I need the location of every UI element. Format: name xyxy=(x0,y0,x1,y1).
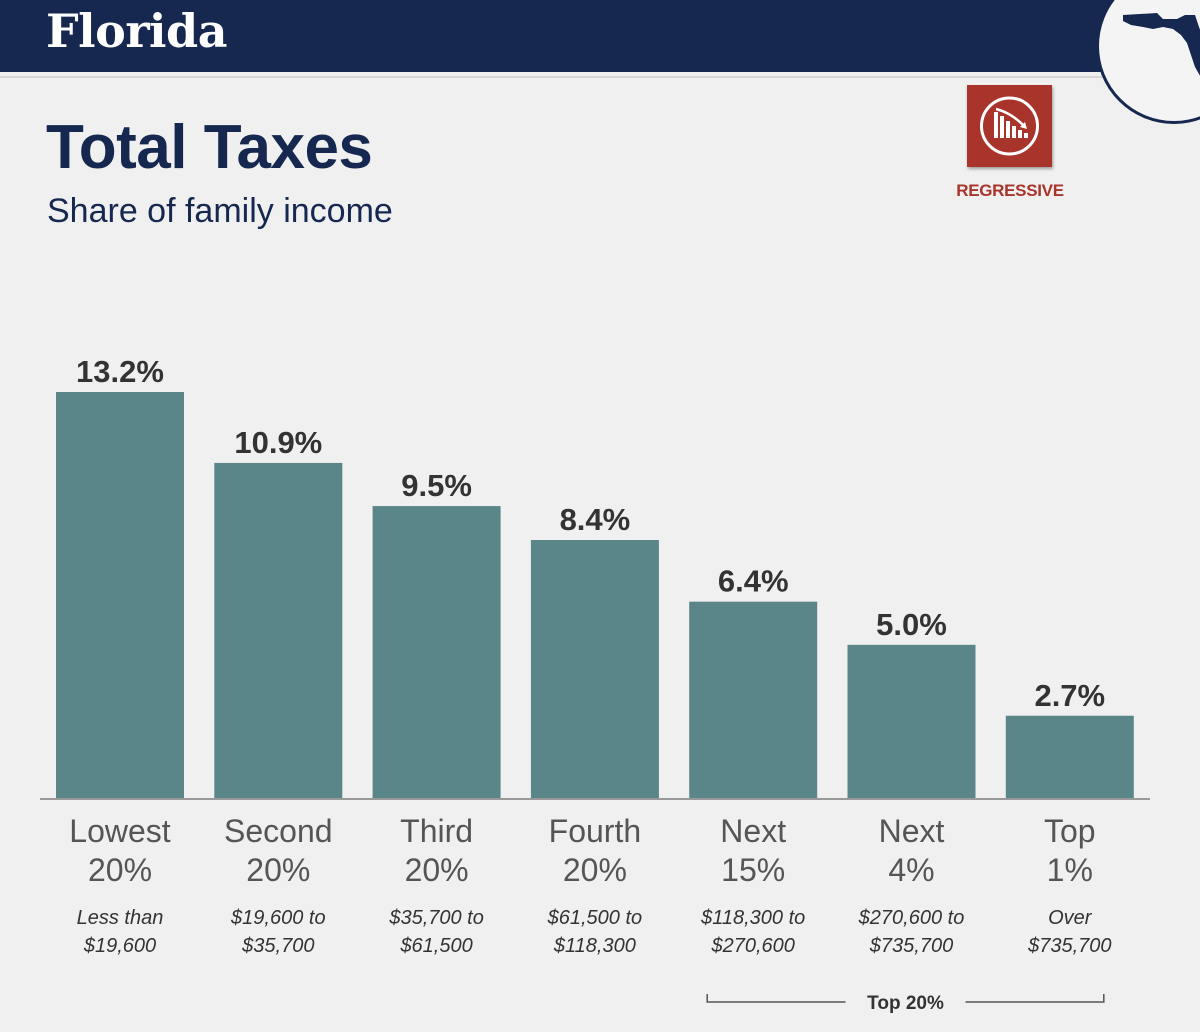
category-label: Next xyxy=(879,813,945,849)
bar xyxy=(689,601,818,799)
bar xyxy=(56,392,184,799)
category-label: Next xyxy=(720,813,786,849)
regressive-label: REGRESSIVE xyxy=(956,181,1064,200)
bar xyxy=(214,462,343,799)
value-label: 10.9% xyxy=(234,425,322,460)
income-range-label: Less than xyxy=(77,907,164,929)
income-range-label: $270,600 xyxy=(710,935,794,957)
value-label: 9.5% xyxy=(401,468,472,503)
income-range-label: $118,300 to xyxy=(700,907,805,929)
category-label: Fourth xyxy=(549,813,641,849)
category-label: Second xyxy=(224,813,333,849)
chart-subtitle: Share of family income xyxy=(47,192,393,230)
bar xyxy=(847,644,976,799)
value-label: 5.0% xyxy=(876,607,947,642)
income-range-label: $35,700 xyxy=(241,935,314,957)
category-label: Lowest xyxy=(69,813,171,849)
value-label: 2.7% xyxy=(1034,678,1105,713)
category-label: 20% xyxy=(246,852,310,888)
bracket-label: Top 20% xyxy=(867,993,944,1014)
income-range-label: Over xyxy=(1048,907,1093,929)
bracket-line-right xyxy=(965,994,1105,1003)
income-range-label: $35,700 to xyxy=(388,907,484,929)
category-label: 1% xyxy=(1047,852,1093,888)
category-label: 4% xyxy=(888,852,934,888)
income-range-label: $735,700 xyxy=(869,935,953,957)
regressive-chart-icon xyxy=(967,85,1052,167)
florida-map-icon xyxy=(1096,0,1200,124)
value-label: 8.4% xyxy=(560,502,631,537)
value-label: 6.4% xyxy=(718,564,789,599)
income-range-label: $19,600 to xyxy=(230,907,326,929)
state-name: Florida xyxy=(46,4,228,58)
income-range-label: $19,600 xyxy=(83,935,156,957)
bracket-line-left xyxy=(706,994,846,1003)
income-range-label: $118,300 xyxy=(553,935,636,957)
income-range-label: $735,700 xyxy=(1027,935,1111,957)
header-band: Florida xyxy=(0,0,1200,72)
category-label: 20% xyxy=(405,852,469,888)
bar xyxy=(1005,715,1134,799)
header-divider xyxy=(0,76,1200,78)
category-label: 20% xyxy=(88,852,152,888)
category-label: 20% xyxy=(563,852,627,888)
chart-title: Total Taxes xyxy=(46,113,373,182)
value-label: 13.2% xyxy=(76,354,164,389)
income-range-label: $270,600 to xyxy=(858,907,965,929)
category-label: Top xyxy=(1044,813,1096,849)
category-label: Third xyxy=(400,813,473,849)
category-label: 15% xyxy=(721,852,785,888)
income-range-label: $61,500 to xyxy=(547,907,643,929)
bar xyxy=(530,540,659,799)
income-range-label: $61,500 xyxy=(399,935,472,957)
bar xyxy=(372,506,501,799)
